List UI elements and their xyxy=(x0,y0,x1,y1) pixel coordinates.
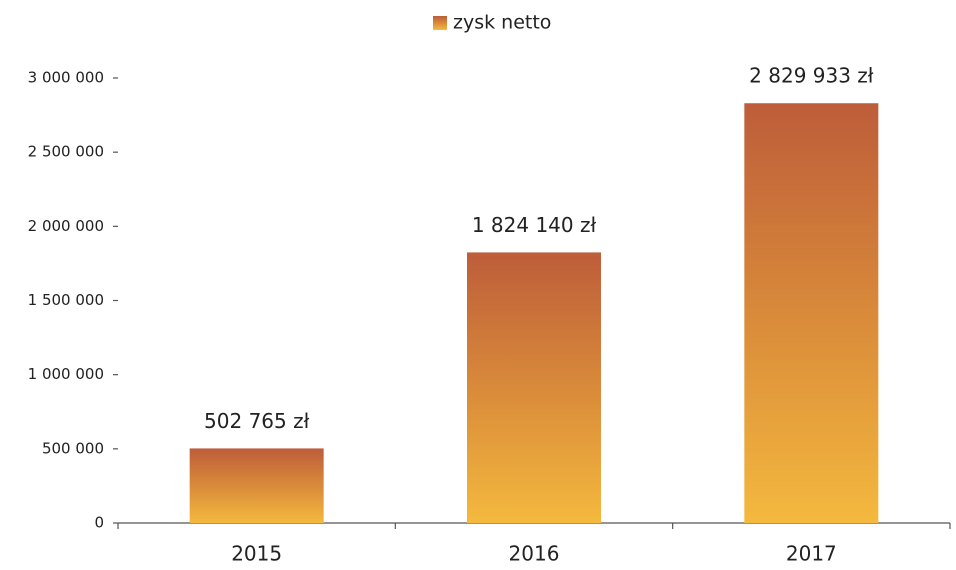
y-tick-label: 1 500 000 xyxy=(28,291,104,309)
x-tick-label: 2016 xyxy=(509,542,560,566)
y-tick-label: 2 500 000 xyxy=(28,143,104,161)
bar xyxy=(467,252,601,523)
y-tick-label: 500 000 xyxy=(42,439,104,457)
data-label: 2 829 933 zł xyxy=(749,64,874,88)
x-tick-label: 2015 xyxy=(231,542,282,566)
y-tick-label: 2 000 000 xyxy=(28,217,104,235)
legend-label: zysk netto xyxy=(453,12,551,34)
y-tick-label: 0 xyxy=(94,514,104,532)
bar xyxy=(744,103,879,523)
y-tick-label: 1 000 000 xyxy=(28,365,104,383)
data-label: 1 824 140 zł xyxy=(472,213,597,237)
x-tick-label: 2017 xyxy=(786,542,837,566)
legend-swatch xyxy=(433,16,447,30)
bar xyxy=(189,448,324,523)
y-tick-label: 3 000 000 xyxy=(28,69,104,87)
data-label: 502 765 zł xyxy=(204,409,310,433)
